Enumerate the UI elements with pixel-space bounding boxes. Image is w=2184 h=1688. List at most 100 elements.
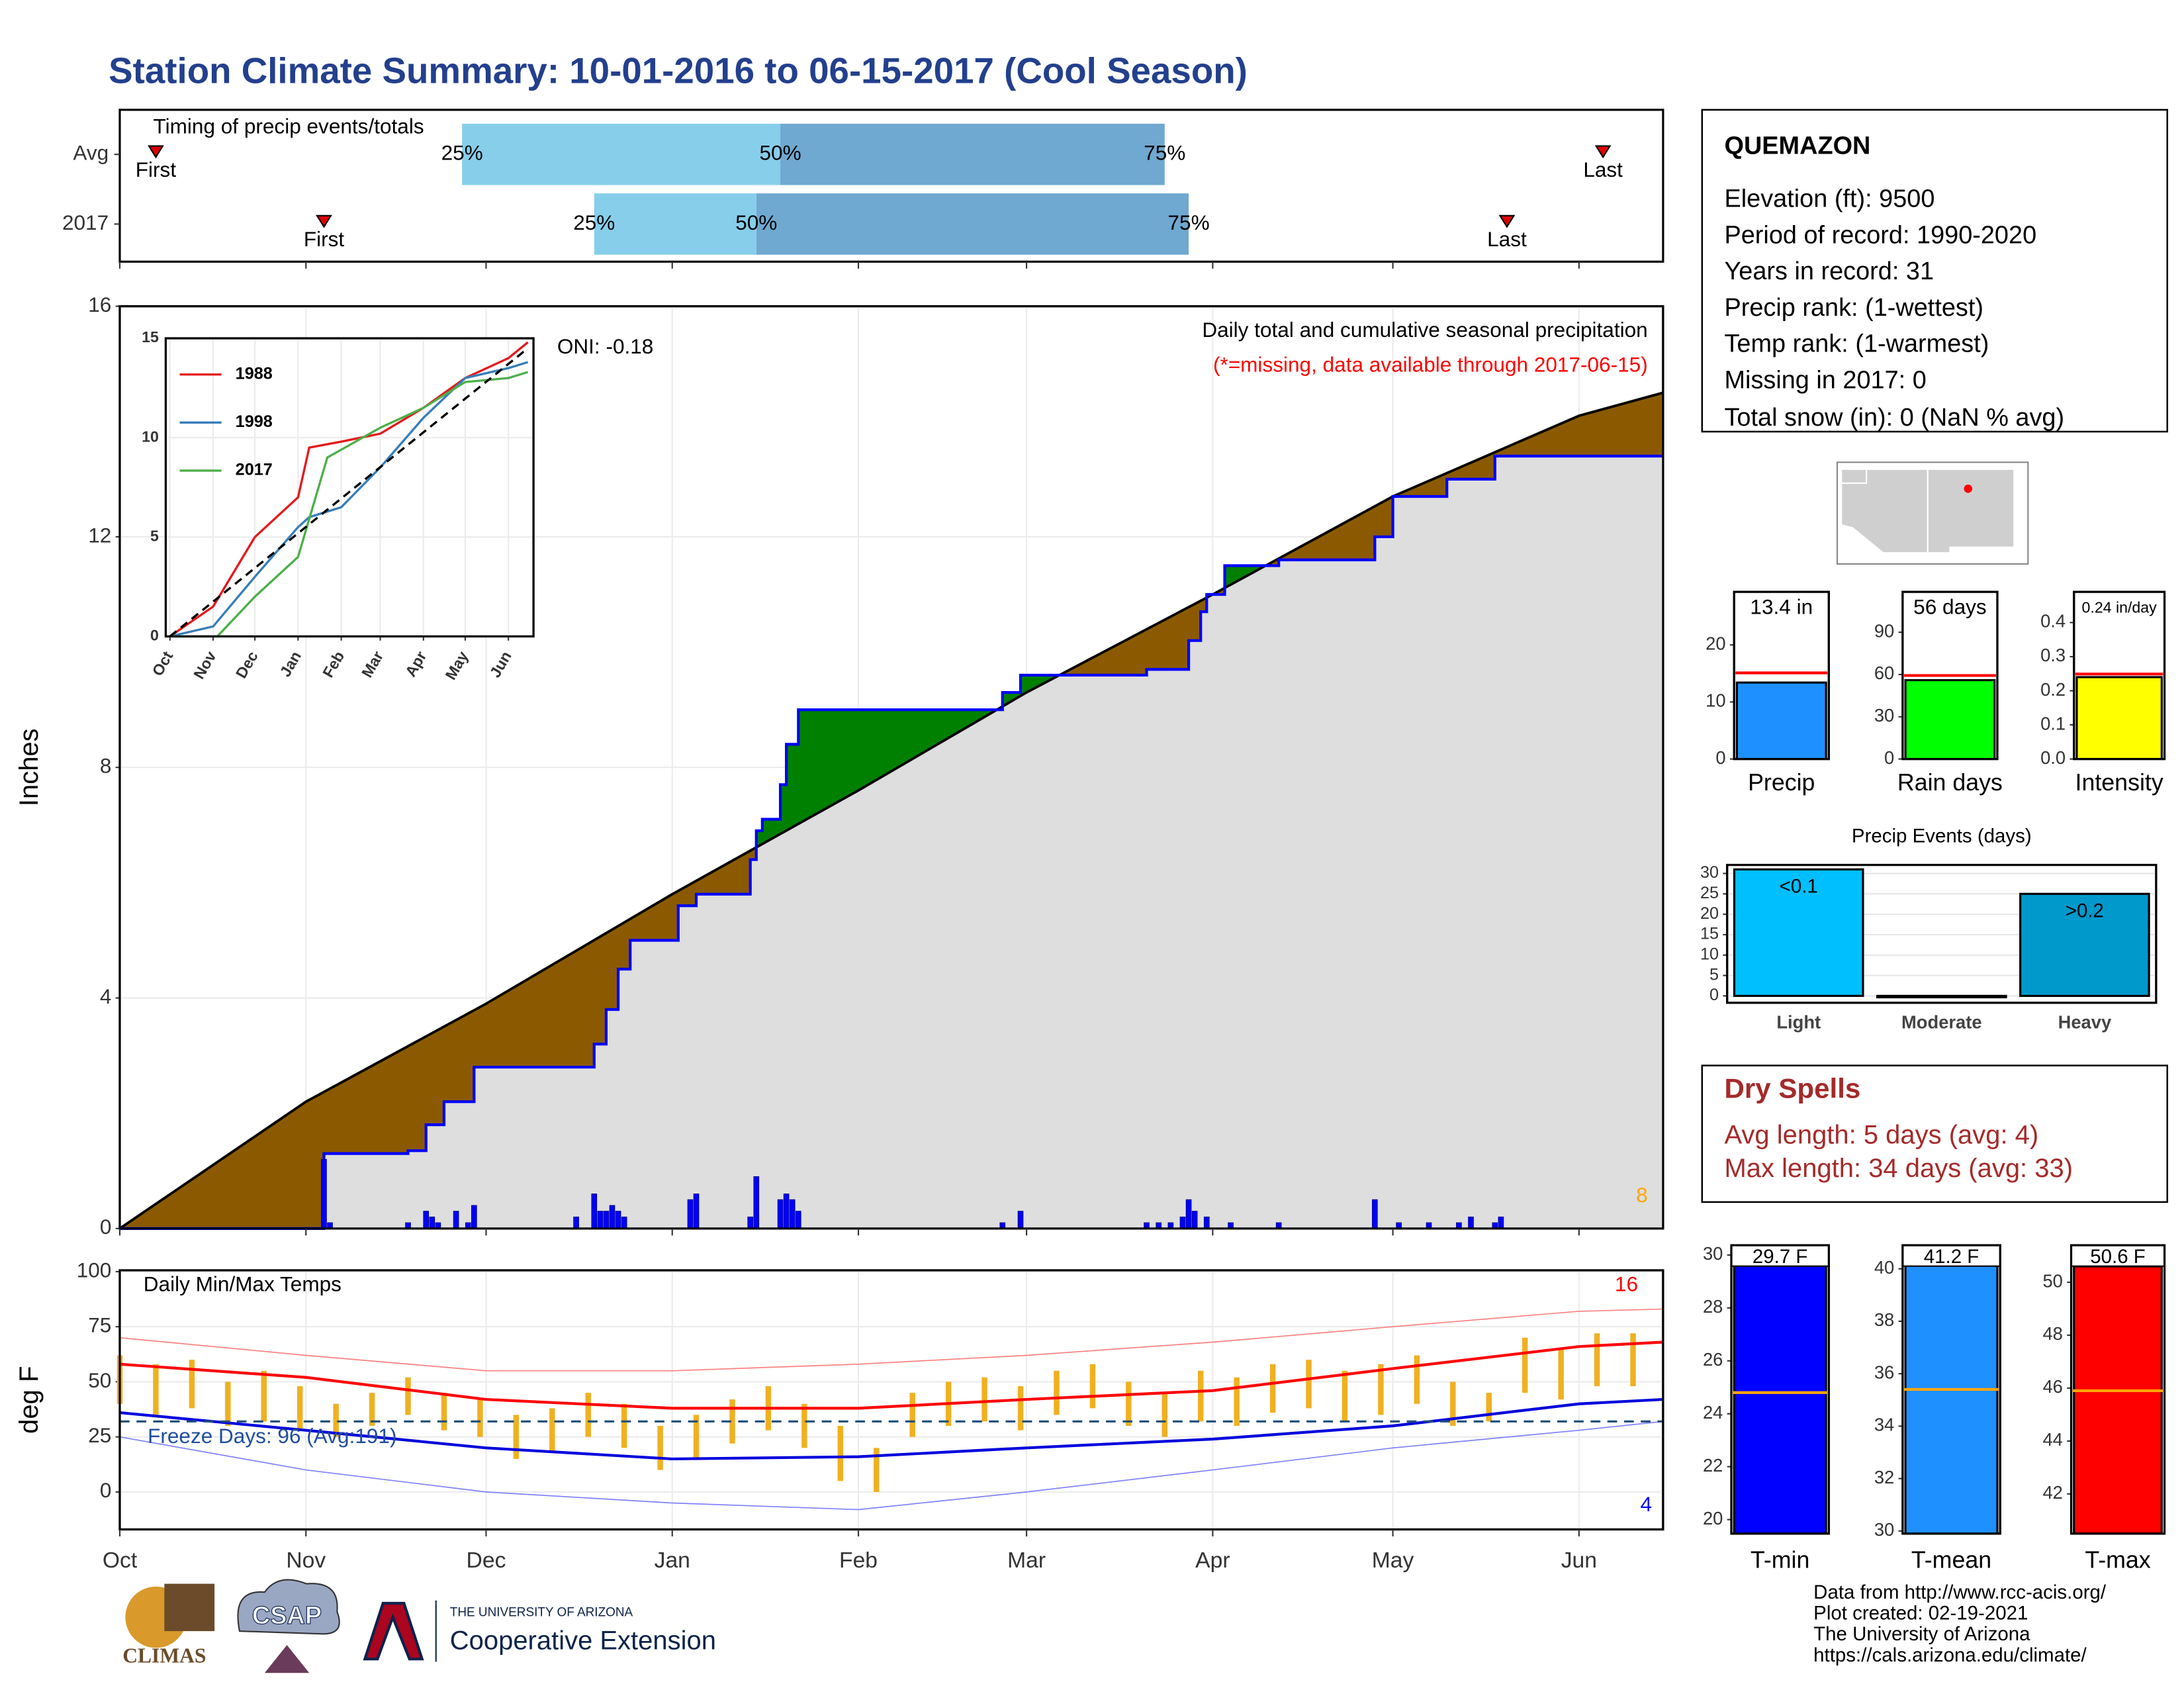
record-max-line [119, 1308, 1663, 1372]
y-tick-label: 25 [1700, 884, 1719, 902]
quartile-label: 50% [760, 141, 801, 165]
y-tick-label: 0.1 [2040, 713, 2066, 733]
daily-bar [609, 1205, 615, 1229]
y-tick-label: 4 [100, 984, 112, 1008]
state-shape [1927, 468, 2015, 554]
value-label: >0.2 [2066, 900, 2104, 921]
daily-range-bar [1234, 1377, 1240, 1427]
freeze-days: Freeze Days: 96 (Avg:191) [148, 1424, 396, 1448]
bars [1735, 681, 1827, 759]
event-label: Last [1583, 158, 1623, 181]
daily-bar [783, 1194, 790, 1229]
quartile-label: 75% [1144, 141, 1185, 165]
timeline-subtitle: Timing of precip events/totals [154, 115, 424, 138]
bars [2073, 1265, 2163, 1534]
event-marker [316, 214, 332, 228]
daily-bar [777, 1199, 784, 1229]
daily-range-bar [585, 1393, 591, 1437]
daily-bar [1468, 1216, 1474, 1229]
base-area [119, 456, 1663, 1229]
plot-frame [164, 337, 535, 637]
quartile-label: 25% [573, 211, 615, 234]
y-tick-label: 32 [1874, 1467, 1894, 1487]
daily-bar [603, 1211, 610, 1229]
daily-bar [687, 1199, 694, 1229]
bar [1733, 868, 1864, 998]
y-tick-label: 24 [1703, 1402, 1723, 1423]
plot-frame [118, 305, 1664, 1230]
daily-bar [321, 1158, 327, 1229]
y-tick-label: 5 [150, 527, 159, 544]
daily-bar [621, 1216, 627, 1229]
y-tick-label: 90 [1874, 620, 1894, 641]
credit-line: The University of Arizona [1813, 1623, 2030, 1645]
daily-range-bar [405, 1377, 411, 1415]
x-tick-label: Mar [1007, 1548, 1046, 1573]
daily-range-bar [1558, 1348, 1564, 1400]
y-tick-label: 12 [88, 523, 111, 547]
value-label: <0.1 [1780, 875, 1818, 897]
daily-range-bar [1198, 1370, 1204, 1422]
bar [1733, 1262, 1827, 1534]
y-tick-label: 15 [1700, 925, 1719, 943]
info-line: Elevation (ft): 9500 [1724, 185, 1934, 213]
y-tick-label: 30 [1874, 1519, 1894, 1540]
daily-range-bar [513, 1415, 520, 1459]
event-label: First [136, 158, 177, 181]
daily-bar [693, 1194, 700, 1229]
quartile-bar [594, 193, 756, 255]
quartile-bar [780, 123, 1165, 185]
info-line: Missing in 2017: 0 [1724, 366, 1926, 394]
y-tick-label: 100 [77, 1258, 112, 1282]
legend-label: 1998 [236, 412, 273, 431]
state-shape [1841, 468, 1868, 484]
y-tick-label: 2017 [62, 211, 109, 234]
hot-count: 16 [1615, 1272, 1638, 1295]
y-tick-label: 30 [1700, 863, 1719, 882]
daily-range-bar [477, 1399, 483, 1437]
y-tick-label: 0 [100, 1215, 112, 1239]
value-label: 56 days [1913, 595, 1987, 619]
category-label: Intensity [2075, 769, 2163, 796]
y-tick-label: 38 [1874, 1309, 1894, 1330]
credit-line: Data from http://www.rcc-acis.org/ [1813, 1581, 2107, 1603]
daily-range-bar [1522, 1337, 1528, 1393]
daily-range-bar [1126, 1382, 1132, 1427]
daily-range-bar [837, 1426, 844, 1481]
x-tick-label: Dec [467, 1548, 506, 1573]
daily-range-bar [153, 1364, 159, 1415]
value-label: 0.24 in/day [2082, 598, 2158, 616]
plot-frame [164, 337, 535, 637]
daily-range-bar [296, 1386, 303, 1430]
y-axis-label: Inches [15, 728, 44, 806]
x-tick-label: May [1372, 1548, 1414, 1573]
y-tick-label: 0 [1884, 747, 1894, 768]
daily-range-bar [1054, 1370, 1060, 1415]
daily-range-bar [1017, 1386, 1024, 1430]
daily-bar [453, 1211, 459, 1229]
category-label: Heavy [2058, 1012, 2112, 1033]
daily-bar [591, 1194, 598, 1229]
avg-min-line [119, 1397, 1663, 1461]
y-tick-label: 60 [1874, 663, 1894, 683]
daily-range-bar [1342, 1370, 1348, 1422]
plot-frame [2073, 590, 2166, 761]
x-tick-label: Nov [286, 1548, 326, 1573]
y-tick-label: 75 [88, 1313, 111, 1337]
y-tick-label: 20 [1706, 633, 1725, 653]
y-tick-label: 28 [1703, 1296, 1723, 1317]
logo-text: Cooperative Extension [450, 1626, 716, 1655]
page-title: Station Climate Summary: 10-01-2016 to 0… [109, 50, 1248, 91]
bar [1904, 1245, 1999, 1534]
daily-bar [747, 1216, 754, 1229]
y-tick-label: 42 [2042, 1482, 2062, 1503]
plot-frame [1730, 1244, 1830, 1535]
daily-range-bar [693, 1415, 700, 1459]
daily-range-bar [441, 1393, 447, 1430]
category-label: T-max [2085, 1546, 2150, 1573]
corner-count: 8 [1636, 1183, 1648, 1207]
y-tick-label: 30 [1703, 1243, 1723, 1264]
daily-range-bar [333, 1403, 339, 1437]
credit-line: Plot created: 02-19-2021 [1813, 1603, 2028, 1624]
y-tick-label: 0.0 [2040, 747, 2066, 768]
